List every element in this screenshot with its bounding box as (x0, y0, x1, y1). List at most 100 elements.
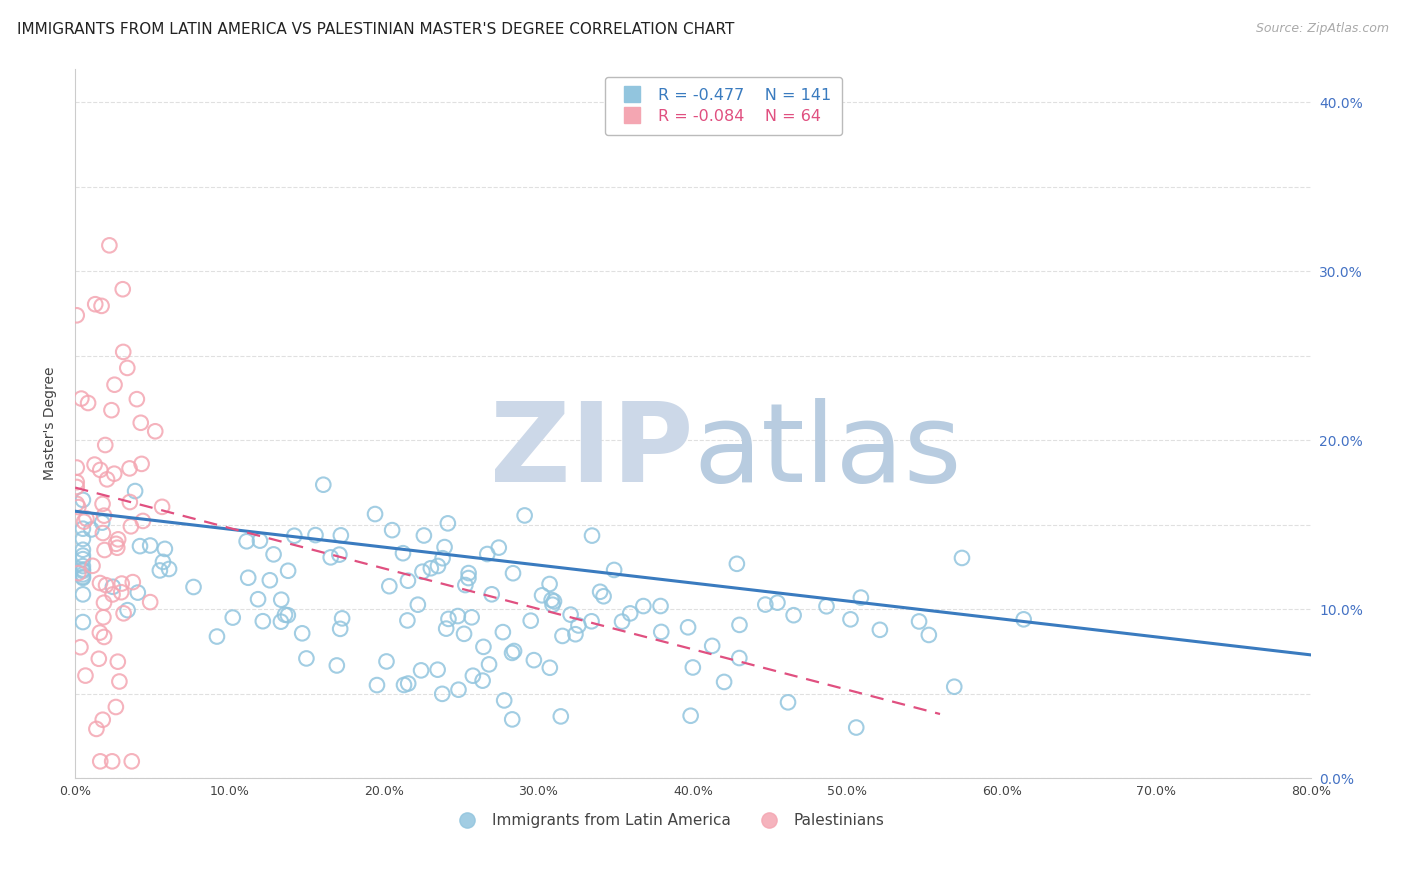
Point (551, 629, 574, 643)
Point (72, 522, 94, 536)
Point (235, 534, 257, 549)
Point (406, 598, 429, 612)
Point (152, 555, 174, 569)
Point (112, 607, 135, 621)
Point (238, 571, 260, 585)
Point (89, 755, 111, 769)
Point (89, 625, 111, 640)
Point (411, 565, 433, 579)
Point (943, 680, 966, 694)
Point (501, 646, 523, 660)
Point (120, 519, 142, 533)
Point (77, 396, 100, 410)
Point (72, 492, 94, 507)
Point (124, 484, 146, 499)
Point (72, 615, 94, 629)
Point (117, 603, 139, 617)
Point (72, 571, 94, 585)
Point (139, 539, 162, 553)
Point (676, 620, 699, 634)
Point (679, 708, 702, 723)
Point (409, 664, 432, 678)
Point (375, 655, 398, 669)
Point (72, 562, 94, 576)
Point (104, 700, 127, 714)
Point (66, 475, 89, 490)
Point (101, 580, 124, 594)
Point (101, 587, 124, 601)
Text: Source: ZipAtlas.com: Source: ZipAtlas.com (1256, 22, 1389, 36)
Point (326, 658, 349, 673)
Point (589, 584, 612, 599)
Point (80, 523, 103, 537)
Point (713, 674, 735, 689)
Point (592, 589, 614, 603)
Point (432, 551, 454, 566)
Point (849, 591, 872, 605)
Point (118, 495, 141, 509)
Point (478, 657, 501, 672)
Point (108, 674, 131, 689)
Text: IMMIGRANTS FROM LATIN AMERICA VS PALESTINIAN MASTER'S DEGREE CORRELATION CHART: IMMIGRANTS FROM LATIN AMERICA VS PALESTI… (17, 22, 734, 37)
Point (541, 598, 564, 612)
Point (378, 579, 401, 593)
Point (66, 497, 89, 511)
Point (728, 618, 751, 632)
Point (69, 640, 91, 655)
Point (538, 661, 561, 675)
Point (105, 541, 128, 555)
Point (277, 564, 299, 578)
Point (869, 623, 891, 637)
Point (392, 678, 415, 692)
Point (72, 549, 94, 563)
Point (437, 516, 460, 531)
Point (488, 541, 510, 555)
Point (249, 533, 271, 548)
Point (93, 543, 115, 558)
Point (492, 625, 515, 640)
Point (329, 528, 352, 542)
Point (270, 615, 292, 629)
Point (91, 713, 114, 727)
Point (87, 652, 110, 666)
Point (86, 722, 108, 736)
Point (91, 526, 114, 541)
Point (682, 660, 704, 674)
Point (502, 566, 524, 581)
Point (550, 709, 572, 723)
Text: atlas: atlas (693, 398, 962, 505)
Point (839, 612, 862, 626)
Point (107, 655, 129, 669)
Point (72, 587, 94, 601)
Point (782, 608, 804, 623)
Point (950, 551, 973, 566)
Point (437, 612, 460, 626)
Point (494, 693, 516, 707)
Point (501, 712, 523, 726)
Point (72, 552, 94, 566)
Point (90, 299, 112, 313)
Point (91, 516, 114, 530)
Point (222, 610, 245, 624)
Point (295, 651, 318, 665)
Point (419, 561, 441, 575)
Point (247, 592, 270, 607)
Point (560, 607, 582, 622)
Point (93, 508, 115, 523)
Point (366, 678, 388, 692)
Point (447, 609, 470, 624)
Point (132, 514, 155, 528)
Point (472, 640, 495, 654)
Point (650, 599, 672, 613)
Point (112, 345, 135, 359)
Point (633, 599, 655, 613)
Point (127, 585, 149, 599)
Point (72, 559, 94, 574)
Point (918, 628, 941, 642)
Point (481, 587, 503, 601)
Point (72, 532, 94, 546)
Point (538, 577, 561, 591)
Point (263, 547, 285, 561)
Point (107, 533, 129, 547)
Point (754, 598, 776, 612)
